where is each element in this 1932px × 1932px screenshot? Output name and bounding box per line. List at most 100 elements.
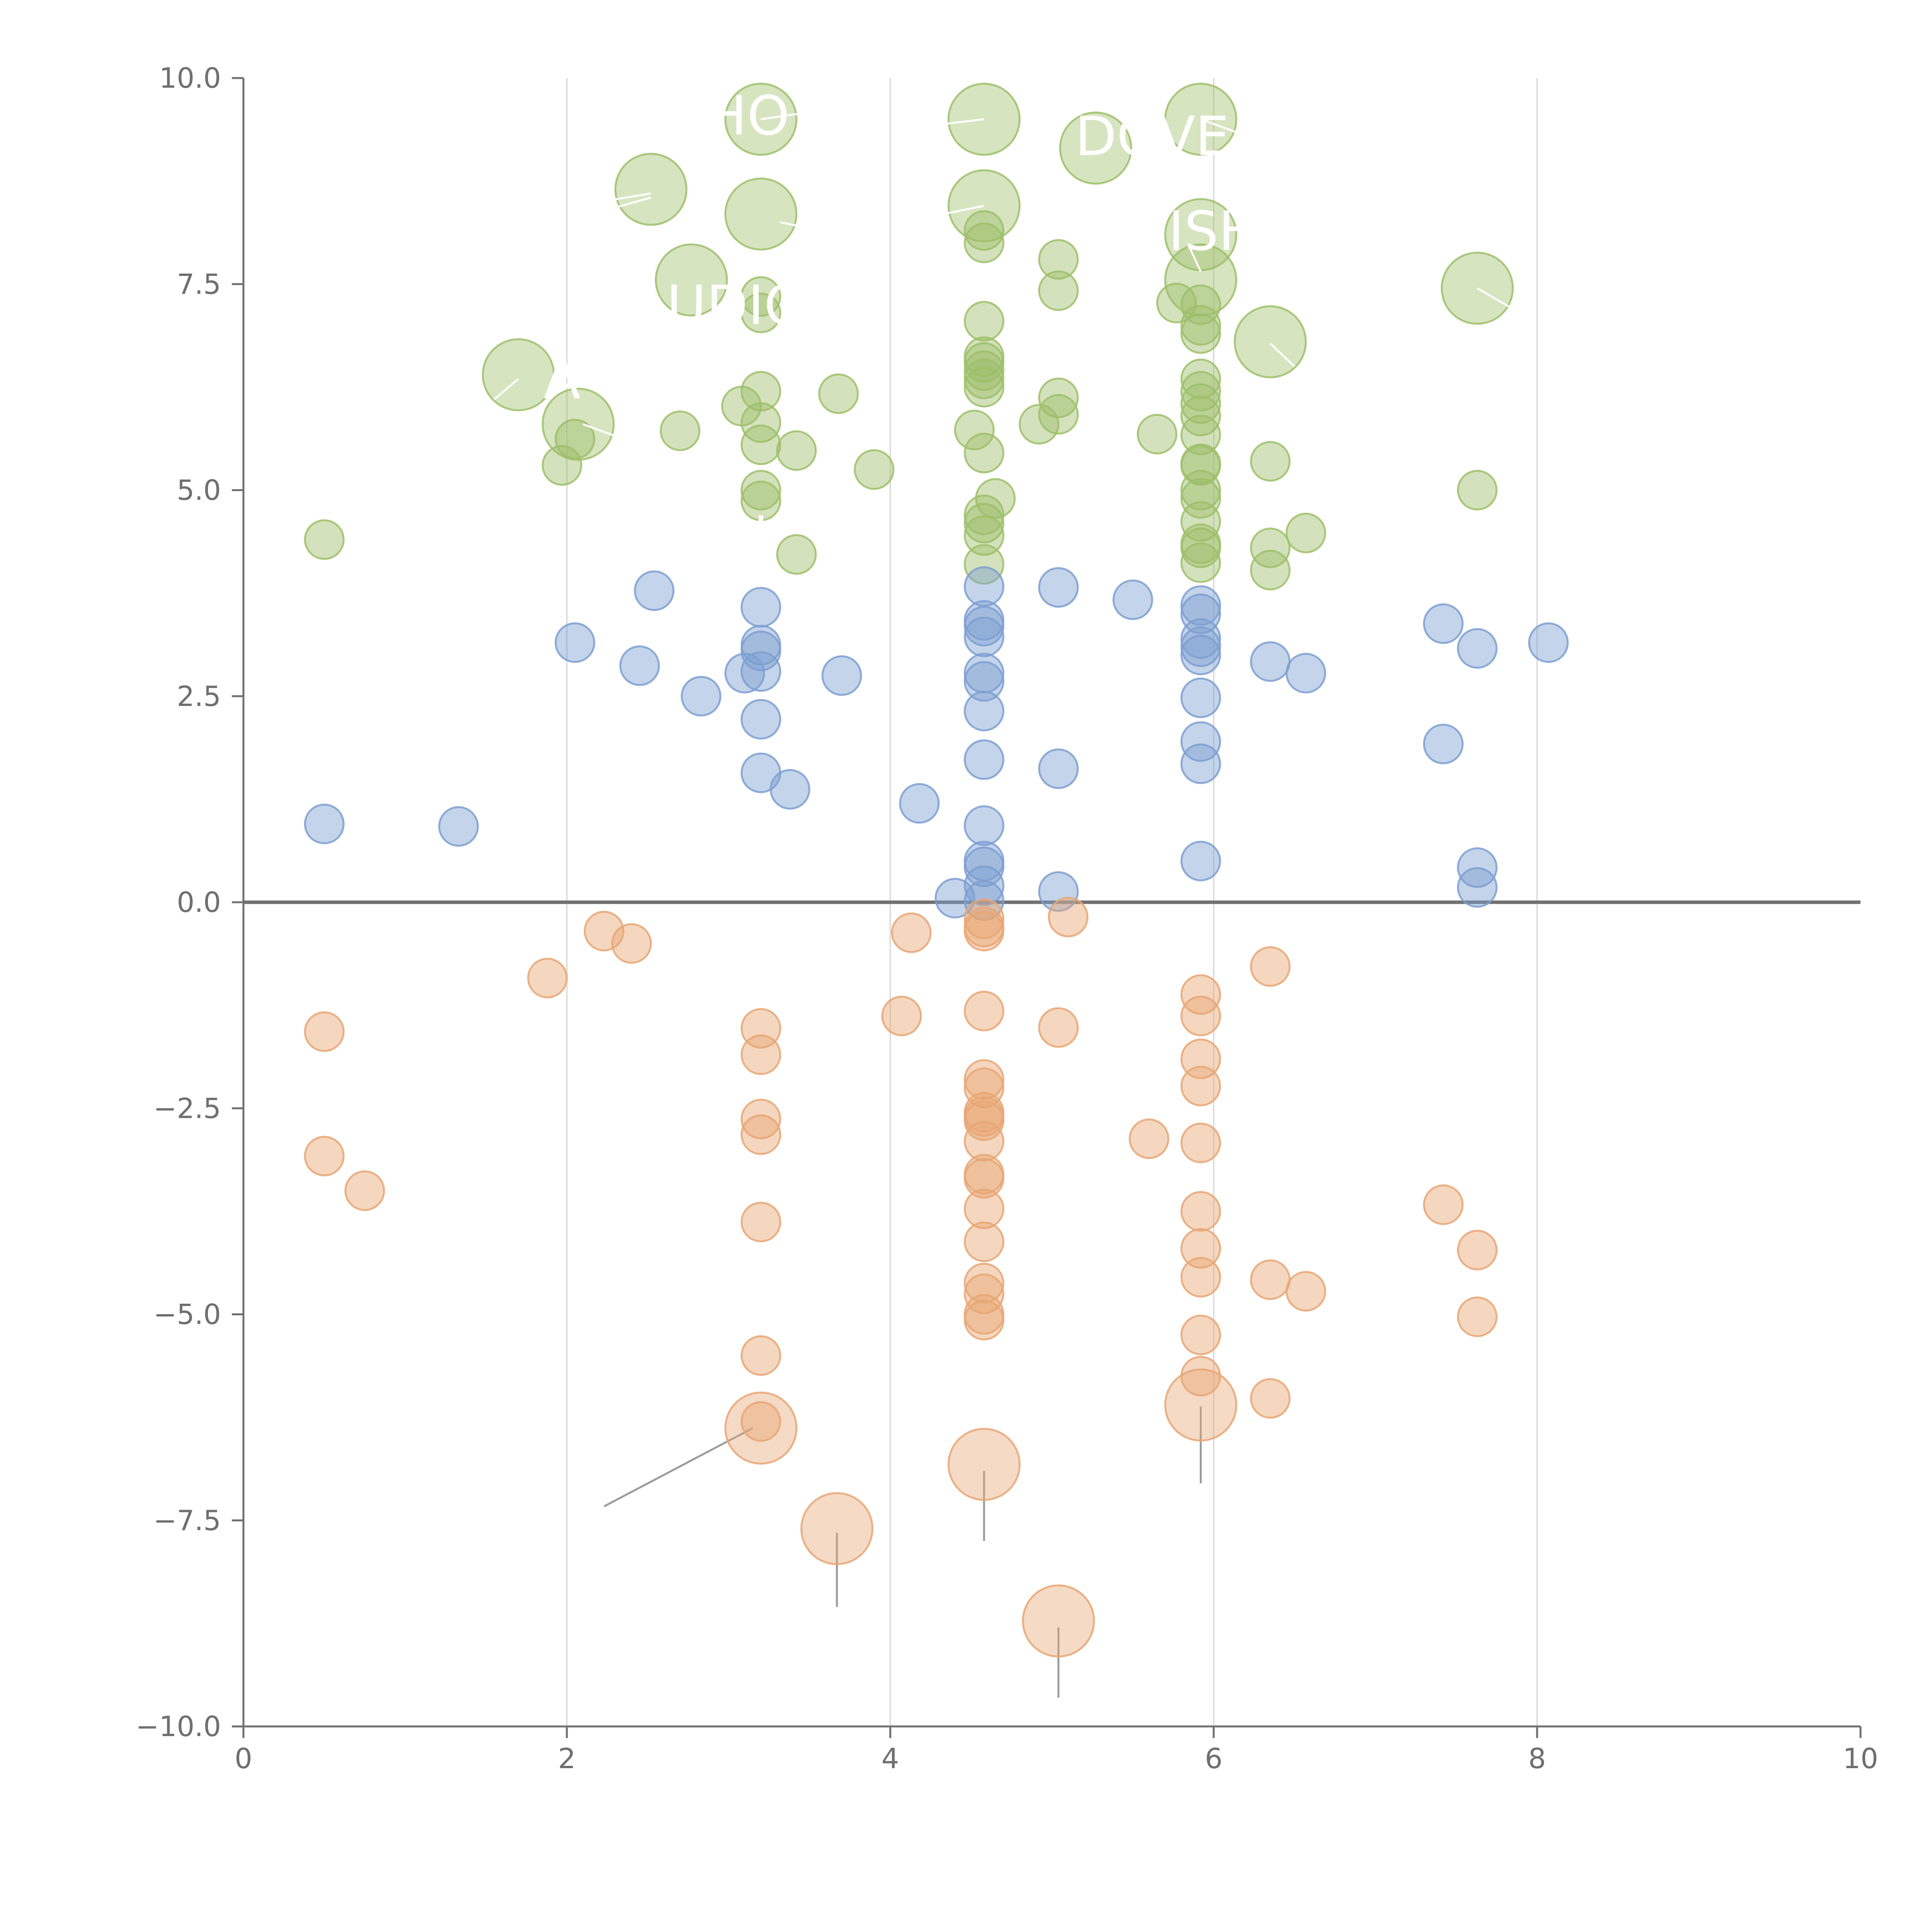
data-point-orange [740,1202,781,1243]
data-point-blue [964,805,1005,846]
data-point-orange [304,1136,345,1177]
data-point-blue [554,622,595,663]
data-point-green [1038,270,1079,311]
data-point-orange [964,1188,1005,1229]
data-point-blue [1112,579,1153,620]
data-point-green [1457,470,1498,510]
y-tick-label: 0.0 [177,886,221,918]
annotation-leader-line [1423,259,1449,277]
highlighted-point-green [481,338,555,412]
data-point-blue [1180,585,1221,626]
data-point-green [541,445,582,486]
data-point-blue [740,630,781,671]
data-point-orange [344,1170,385,1211]
data-point-green [1137,413,1178,454]
data-point-blue [680,676,721,717]
data-point-green [964,223,1005,264]
data-point-orange [1180,1122,1221,1163]
data-point-green [1180,527,1221,568]
data-point-green [740,371,781,412]
annotation-leader-line [914,118,985,129]
data-point-orange [1180,1257,1221,1298]
x-tick-label: 2 [558,1742,576,1775]
data-point-green [740,276,781,317]
data-point-blue [1180,626,1221,667]
data-point-orange [964,898,1005,939]
annotation-label: ISH [1168,200,1259,263]
data-point-orange [583,911,624,952]
data-point-orange [964,1158,1005,1199]
data-point-green [740,480,781,521]
annotation-label: DOVE [1075,105,1230,168]
data-point-orange [891,912,932,953]
data-point-blue [1038,748,1079,789]
annotation-label: ' [753,505,769,568]
data-point-blue [1250,641,1291,682]
data-point-green [964,301,1005,342]
x-tick-label: 6 [1205,1742,1223,1775]
leader-layer [604,1406,1202,1698]
data-point-green [1250,549,1291,590]
highlighted-point-green [614,153,688,226]
data-point-orange [611,923,652,964]
highlighted-point-orange [1022,1584,1095,1658]
data-point-orange [740,1099,781,1139]
data-point-green [740,424,781,465]
data-point-orange [964,1299,1005,1340]
data-point-green [1180,305,1221,346]
data-point-green [1180,383,1221,424]
data-point-orange [1250,1378,1291,1419]
data-point-green [818,373,859,414]
highlighted-point-green [1233,305,1307,379]
data-point-orange [1129,1118,1170,1159]
x-tick-label: 0 [235,1742,252,1775]
data-point-orange [740,1335,781,1376]
data-point-orange [964,911,1005,952]
highlighted-point-orange [1164,1368,1238,1442]
highlighted-point-orange [947,1428,1021,1501]
data-point-orange [964,1067,1005,1108]
annotation-leader-line [1476,287,1514,310]
annotation-leader-line [1200,118,1247,137]
annotation-leader-line [582,423,624,440]
annotation-leader-line [493,378,519,400]
points-layer [304,210,1569,1442]
data-point-blue [1180,721,1221,762]
data-point-green [964,367,1005,408]
annotation-leader-line [1188,247,1202,272]
data-point-orange [1180,1191,1221,1232]
annotation-leader-line [922,205,985,219]
data-point-blue [964,690,1005,731]
data-point-green [964,544,1005,585]
highlighted-point-green [1059,111,1132,185]
data-point-green [1038,239,1079,280]
data-point-blue [899,783,940,824]
data-point-orange [1250,1259,1291,1300]
data-point-green [1286,512,1327,553]
data-point-green [964,433,1005,474]
x-tick-label: 4 [881,1742,899,1775]
data-point-orange [1423,1184,1464,1225]
data-point-orange [964,1262,1005,1303]
data-point-orange [1180,1066,1221,1107]
annotation-leader-line [615,196,651,209]
data-point-green [1180,542,1221,583]
highlighted-point-green [655,243,728,317]
data-point-green [776,430,817,471]
y-tick-label: −5.0 [153,1298,221,1331]
data-point-blue [740,587,781,628]
data-point-blue [1457,628,1498,669]
data-point-green [1250,527,1291,568]
data-point-orange [1048,896,1088,937]
data-point-blue [740,699,781,740]
data-point-blue [1180,840,1221,881]
data-point-orange [1250,946,1291,987]
data-point-blue [1180,743,1221,784]
data-point-orange [527,957,568,998]
data-point-green [1180,313,1221,354]
y-tick-label: −7.5 [153,1504,221,1537]
data-point-blue [619,645,660,686]
data-point-blue [964,739,1005,780]
annotation-leader-line [760,110,818,121]
data-point-orange [1038,1007,1079,1048]
